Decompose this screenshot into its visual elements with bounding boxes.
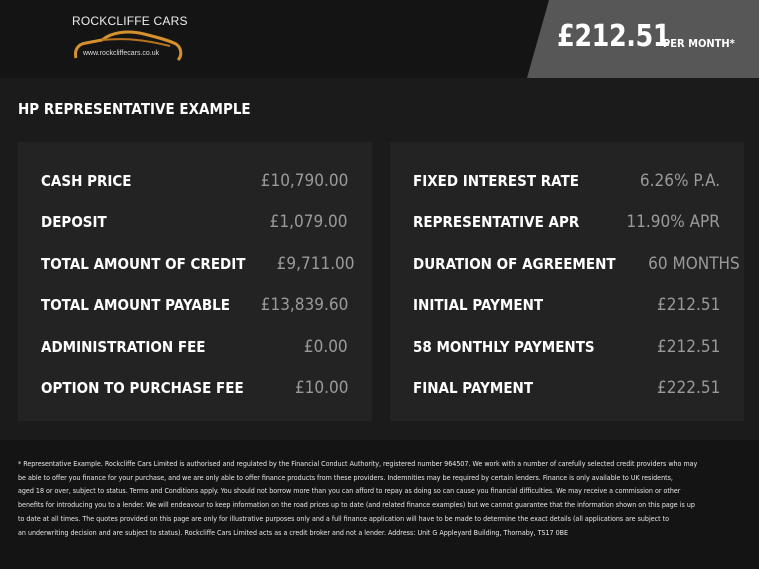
- logo-brand: ROCKCLIFFE CARS: [72, 14, 188, 28]
- disclaimer-line: be able to offer you finance for your pu…: [18, 472, 673, 482]
- disclaimer-line: benefits for introducing you to a lender…: [18, 500, 695, 510]
- disclaimer-line: an underwriting decision and are subject…: [18, 527, 569, 537]
- row-label: CASH PRICE: [41, 172, 132, 190]
- logo-url: www.rockcliffecars.co.uk: [83, 50, 160, 57]
- row-label: DEPOSIT: [41, 213, 107, 231]
- row-value: £222.51: [656, 378, 720, 398]
- row-value: £10,790.00: [260, 171, 348, 191]
- row-label: 58 MONTHLY PAYMENTS: [413, 338, 595, 356]
- row-value: £9,711.00: [276, 254, 355, 274]
- finance-panel-left: CASH PRICE £10,790.00 DEPOSIT £1,079.00 TOTA…: [18, 142, 372, 421]
- row-value: £10.00: [294, 378, 348, 398]
- finance-row: FIXED INTEREST RATE 6.26% P.A.: [413, 169, 720, 193]
- row-label: DURATION OF AGREEMENT: [413, 255, 616, 273]
- header: ROCKCLIFFE CARS www.rockcliffecars.co.uk…: [0, 0, 759, 78]
- row-value: £212.51: [656, 337, 720, 357]
- disclaimer-line: to date at all times. The quotes provide…: [18, 513, 670, 523]
- row-label: ADMINISTRATION FEE: [41, 338, 206, 356]
- finance-row: REPRESENTATIVE APR 11.90% APR: [413, 210, 720, 234]
- row-value: £13,839.60: [260, 295, 349, 315]
- finance-row: TOTAL AMOUNT PAYABLE £13,839.60: [41, 293, 348, 317]
- footer: * Representative Example. Rockcliffe Car…: [0, 440, 759, 569]
- per-month-label: PER MONTH*: [663, 37, 735, 50]
- finance-row: DURATION OF AGREEMENT 60 MONTHS: [413, 252, 740, 276]
- page-title: HP REPRESENTATIVE EXAMPLE: [18, 100, 251, 118]
- row-label: TOTAL AMOUNT PAYABLE: [41, 296, 230, 314]
- finance-row: FINAL PAYMENT £222.51: [413, 376, 720, 400]
- logo[interactable]: ROCKCLIFFE CARS www.rockcliffecars.co.uk: [72, 14, 187, 64]
- monthly-price-box: £212.51 PER MONTH*: [527, 0, 759, 78]
- row-label: OPTION TO PURCHASE FEE: [41, 379, 244, 397]
- row-value: £1,079.00: [270, 212, 348, 232]
- row-value: £0.00: [304, 337, 348, 357]
- disclaimer: * Representative Example. Rockcliffe Car…: [18, 457, 759, 539]
- finance-row: ADMINISTRATION FEE £0.00: [41, 335, 348, 359]
- car-logo-icon: [74, 30, 183, 62]
- row-value: 60 MONTHS: [648, 254, 740, 274]
- disclaimer-line: * Representative Example. Rockcliffe Car…: [18, 459, 698, 468]
- row-label: FINAL PAYMENT: [413, 379, 534, 397]
- row-label: INITIAL PAYMENT: [413, 296, 544, 314]
- finance-row: DEPOSIT £1,079.00: [41, 210, 348, 234]
- finance-row: 58 MONTHLY PAYMENTS £212.51: [413, 335, 720, 359]
- monthly-price: £212.51: [557, 19, 671, 54]
- finance-row: CASH PRICE £10,790.00: [41, 169, 348, 193]
- row-label: TOTAL AMOUNT OF CREDIT: [41, 255, 246, 273]
- row-label: REPRESENTATIVE APR: [413, 213, 580, 231]
- finance-row: OPTION TO PURCHASE FEE £10.00: [41, 376, 348, 400]
- finance-row: INITIAL PAYMENT £212.51: [413, 293, 720, 317]
- row-label: FIXED INTEREST RATE: [413, 172, 580, 190]
- row-value: £212.51: [656, 295, 720, 315]
- disclaimer-line: aged 18 or over, subject to status. Term…: [18, 486, 681, 496]
- row-value: 11.90% APR: [626, 212, 720, 232]
- row-value: 6.26% P.A.: [639, 171, 720, 191]
- finance-row: TOTAL AMOUNT OF CREDIT £9,711.00: [41, 252, 355, 276]
- finance-panel-right: FIXED INTEREST RATE 6.26% P.A. REPRESENTAT…: [390, 142, 744, 421]
